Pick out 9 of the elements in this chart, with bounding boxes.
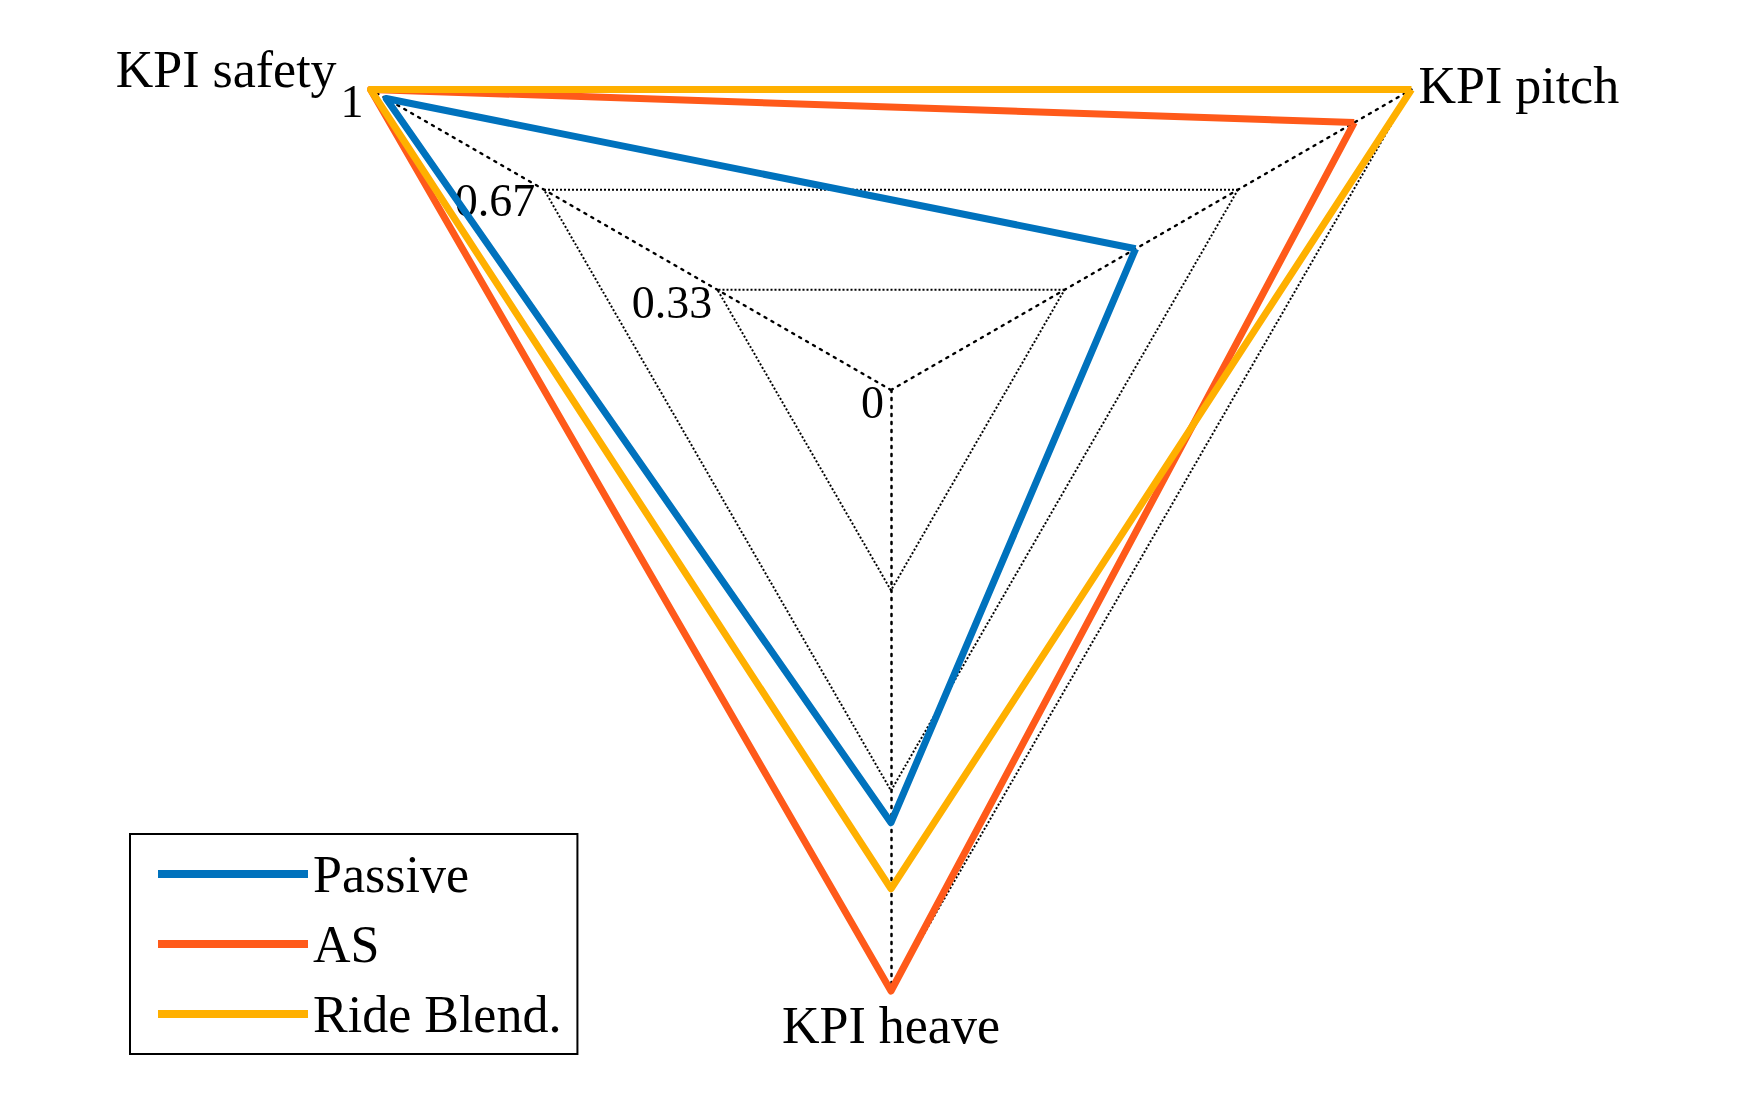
y-tick-label: 1 [340, 76, 364, 128]
spoke-label: KPI safety [115, 41, 337, 99]
legend-label: AS [313, 915, 380, 973]
legend-label: Ride Blend. [313, 985, 562, 1043]
spoke-label: KPI pitch [1418, 57, 1620, 114]
y-tick-label: 0 [861, 376, 884, 428]
y-tick-label: 0.33 [631, 277, 713, 329]
spoke-label: KPI heave [781, 996, 1001, 1054]
legend-label: Passive [313, 845, 469, 903]
